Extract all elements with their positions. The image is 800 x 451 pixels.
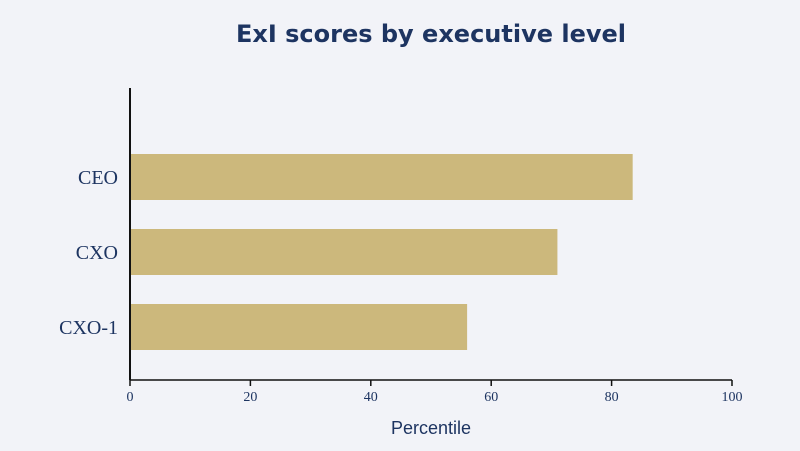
x-axis-title: Percentile (391, 418, 471, 438)
category-label: CXO (76, 242, 118, 264)
x-tick-label: 100 (722, 390, 743, 405)
x-tick-label: 60 (484, 390, 498, 405)
x-axis-ticks: 0 20 40 60 80 100 (127, 380, 743, 405)
bar-ceo (130, 154, 633, 200)
category-label: CEO (78, 167, 118, 189)
category-labels: CEO CXO CXO-1 (59, 167, 118, 339)
x-tick-label: 20 (243, 390, 257, 405)
x-tick-label: 40 (364, 390, 378, 405)
bars-group (130, 154, 633, 350)
bar-cxo (130, 229, 558, 275)
x-tick-label: 80 (605, 390, 619, 405)
category-label: CXO-1 (59, 317, 118, 339)
bar-cxo-1 (130, 304, 468, 350)
chart-title: ExI scores by executive level (236, 20, 626, 48)
x-tick-label: 0 (127, 390, 134, 405)
